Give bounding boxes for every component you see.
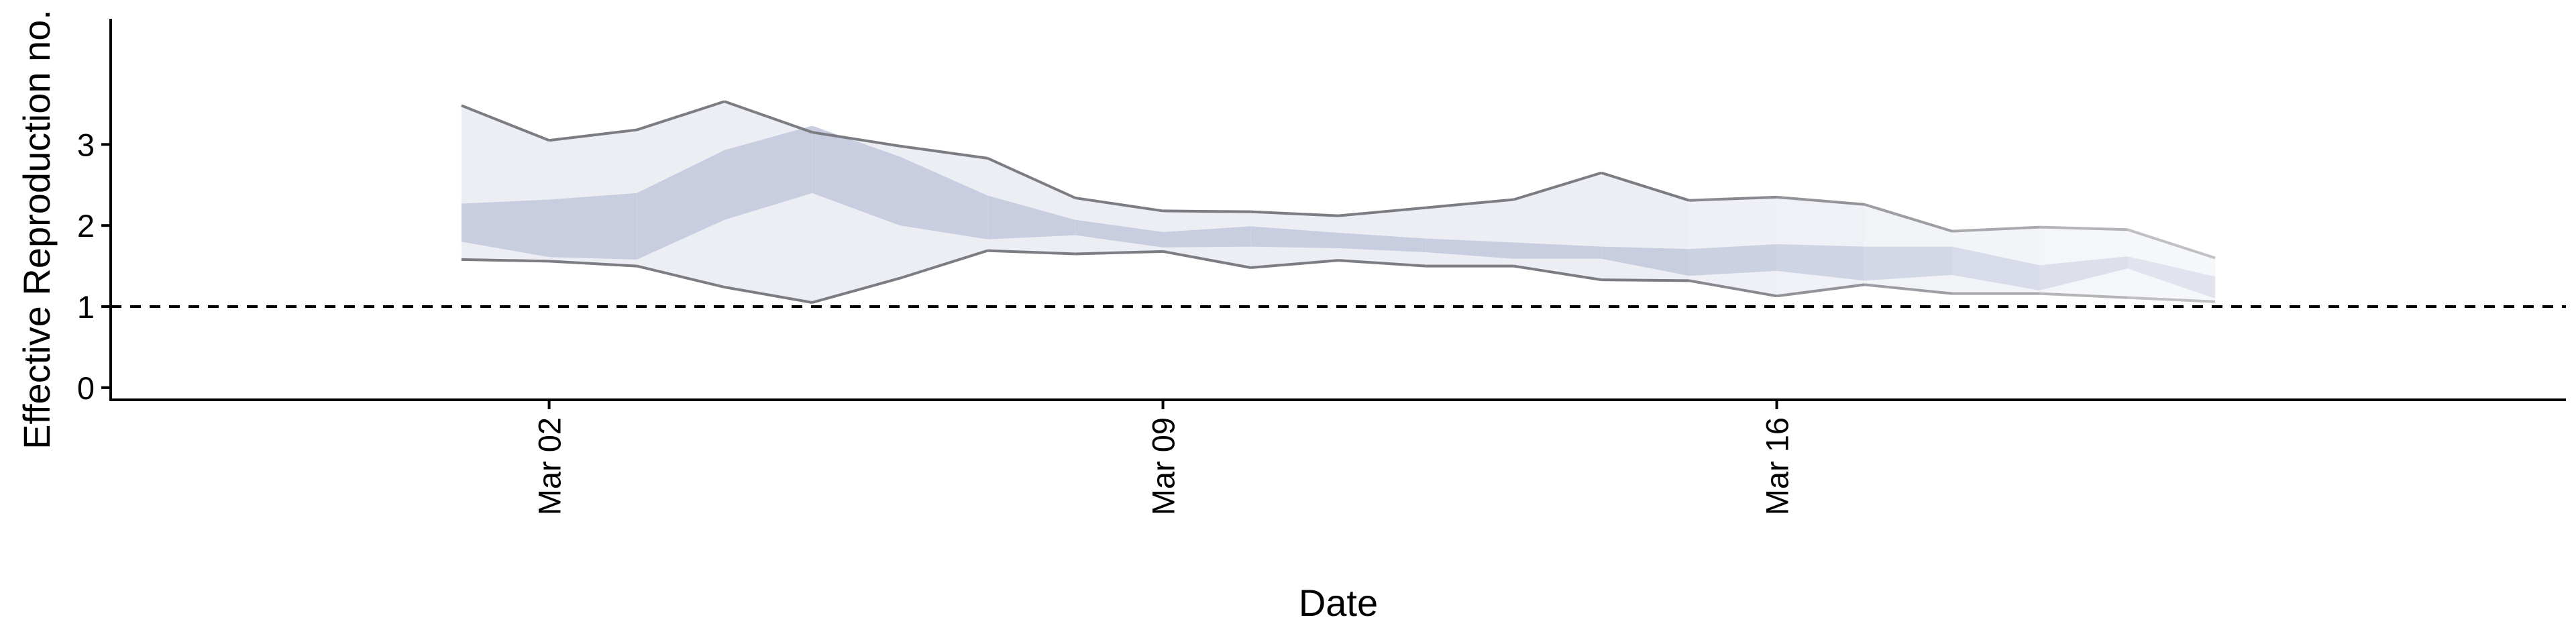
lower-bound-line-segment — [1513, 264, 1602, 282]
inner-band-segment — [1776, 244, 1865, 281]
inner-band-segment — [1864, 246, 1952, 281]
lower-bound-line-segment — [987, 249, 1075, 256]
upper-bound-line-segment — [1601, 171, 1690, 202]
inner-band-segment — [724, 125, 812, 220]
credible-interval-bands — [461, 101, 2216, 303]
x-tick-label: Mar 16 — [1760, 417, 1795, 515]
lower-bound-line-segment — [1776, 283, 1865, 298]
inner-band-segment — [637, 150, 724, 260]
inner-band-segment — [1163, 226, 1251, 248]
upper-bound-line-segment — [461, 104, 550, 142]
x-axis-ticks: Mar 02 Mar 09 Mar 16 — [532, 400, 1795, 515]
inner-band-segment — [461, 199, 549, 258]
inner-band-segment — [2127, 256, 2216, 299]
inner-band-segment — [987, 195, 1075, 239]
upper-bound-line-segment — [1075, 197, 1163, 213]
upper-bound-line-segment — [1776, 195, 1865, 206]
inner-band-segment — [1426, 238, 1514, 259]
upper-bound-line-segment — [724, 100, 813, 134]
inner-band-segment — [549, 193, 637, 260]
lower-bound-line-segment — [2127, 296, 2216, 303]
inner-band-segment — [1952, 246, 2040, 290]
lower-bound-line-segment — [899, 249, 988, 280]
inner-band-segment — [2039, 256, 2128, 290]
upper-bound-line-segment — [900, 144, 988, 160]
upper-bound-line-segment — [1250, 210, 1339, 217]
upper-bound-line-segment — [636, 100, 725, 131]
x-tick-label: Mar 02 — [532, 417, 568, 515]
outer-band-segment — [1513, 172, 1602, 280]
upper-bound-line-segment — [2127, 228, 2216, 260]
upper-bound-line-segment — [1951, 225, 2040, 233]
y-tick-label: 3 — [77, 127, 95, 162]
inner-band-segment — [1250, 226, 1338, 249]
upper-bound-line-segment — [1513, 171, 1602, 201]
y-tick-label: 0 — [77, 370, 95, 406]
y-axis-title: Effective Reproduction no. — [15, 9, 58, 449]
credible-interval-lines — [461, 100, 2216, 304]
upper-bound-line-segment — [1426, 198, 1514, 209]
x-axis-title: Date — [1299, 582, 1378, 624]
inner-band-segment — [1513, 242, 1602, 259]
upper-bound-line-segment — [1864, 203, 1953, 233]
upper-bound-line-segment — [1688, 195, 1777, 202]
y-tick-label: 2 — [77, 208, 95, 244]
inner-band-segment — [1601, 246, 1689, 276]
lower-bound-line-segment — [1250, 259, 1339, 270]
y-axis-ticks: 0 1 2 3 — [77, 127, 111, 406]
y-tick-label: 1 — [77, 289, 95, 325]
upper-bound-line-segment — [987, 157, 1076, 199]
x-tick-label: Mar 09 — [1146, 417, 1181, 515]
lower-bound-line-segment — [2039, 292, 2128, 299]
outer-band-segment — [2127, 229, 2216, 302]
inner-band-segment — [812, 125, 900, 226]
lower-bound-line-segment — [1075, 250, 1163, 256]
lower-bound-line-segment — [724, 286, 813, 304]
lower-bound-line-segment — [1163, 250, 1251, 269]
lower-bound-line-segment — [1688, 279, 1777, 298]
upper-bound-line-segment — [549, 128, 637, 142]
lower-bound-line-segment — [1338, 259, 1426, 268]
lower-bound-line-segment — [812, 276, 900, 304]
upper-bound-line-segment — [812, 131, 900, 148]
inner-band-segment — [1075, 219, 1163, 248]
lower-bound-line-segment — [549, 260, 637, 268]
upper-bound-line-segment — [1338, 206, 1426, 217]
inner-band-segment — [900, 156, 988, 239]
inner-band-segment — [1338, 233, 1426, 253]
lower-bound-line-segment — [1864, 283, 1953, 295]
upper-bound-line-segment — [2039, 225, 2128, 231]
inner-band-segment — [1688, 244, 1777, 276]
lower-bound-line-segment — [636, 264, 725, 288]
lower-bound-line-segment — [461, 258, 549, 263]
